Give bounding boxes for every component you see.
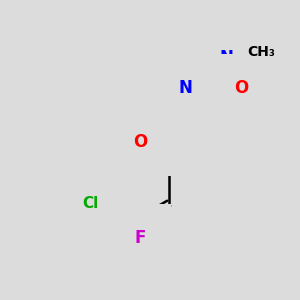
Text: N: N — [168, 49, 182, 67]
Text: N: N — [178, 79, 192, 97]
Text: F: F — [134, 229, 146, 247]
Text: N: N — [194, 30, 208, 48]
Text: Cl: Cl — [82, 196, 99, 211]
Text: O: O — [133, 133, 147, 151]
Text: N: N — [220, 49, 234, 67]
Text: CH₃: CH₃ — [248, 45, 276, 59]
Text: O: O — [234, 79, 248, 97]
